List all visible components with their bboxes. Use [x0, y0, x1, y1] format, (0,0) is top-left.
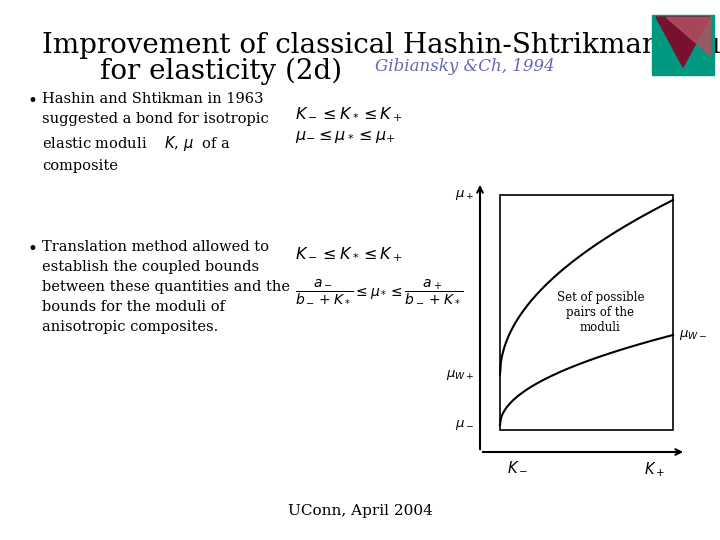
Text: •: •	[28, 92, 38, 110]
Polygon shape	[656, 17, 710, 67]
Text: $\dfrac{a_-}{b_- + K_*} \leq \mu_* \leq \dfrac{a_+}{b_- + K_*}$: $\dfrac{a_-}{b_- + K_*} \leq \mu_* \leq …	[295, 278, 463, 305]
Text: Set of possible
pairs of the
moduli: Set of possible pairs of the moduli	[557, 291, 644, 334]
Text: $K_- \leq K_* \leq K_+$: $K_- \leq K_* \leq K_+$	[295, 105, 402, 124]
Text: $K_+$: $K_+$	[644, 460, 665, 478]
Text: $\mu_+$: $\mu_+$	[455, 188, 474, 202]
Text: $K_- \leq K_* \leq K_+$: $K_- \leq K_* \leq K_+$	[295, 245, 402, 264]
Text: Hashin and Shtikman in 1963
suggested a bond for isotropic
elastic moduli    $K$: Hashin and Shtikman in 1963 suggested a …	[42, 92, 269, 173]
Text: UConn, April 2004: UConn, April 2004	[287, 504, 433, 518]
Text: for elasticity (2d): for elasticity (2d)	[100, 58, 342, 85]
Text: $\mu_-$: $\mu_-$	[455, 418, 474, 432]
Text: Improvement of classical Hashin-Shtrikman bounds: Improvement of classical Hashin-Shtrikma…	[42, 32, 720, 59]
Text: $\mu_{W+}$: $\mu_{W+}$	[446, 368, 474, 382]
Text: Gibiansky &Ch, 1994: Gibiansky &Ch, 1994	[375, 58, 554, 75]
Text: •: •	[28, 240, 38, 258]
Text: Translation method allowed to
establish the coupled bounds
between these quantit: Translation method allowed to establish …	[42, 240, 290, 334]
Polygon shape	[666, 17, 710, 55]
Text: $K_-$: $K_-$	[508, 460, 528, 474]
Text: $\mu_{W-}$: $\mu_{W-}$	[679, 328, 707, 342]
Bar	[500, 195, 673, 430]
Bar	[652, 15, 714, 75]
Text: $\mu_{-} \leq \mu_* \leq \mu_{+}$: $\mu_{-} \leq \mu_* \leq \mu_{+}$	[295, 128, 395, 145]
